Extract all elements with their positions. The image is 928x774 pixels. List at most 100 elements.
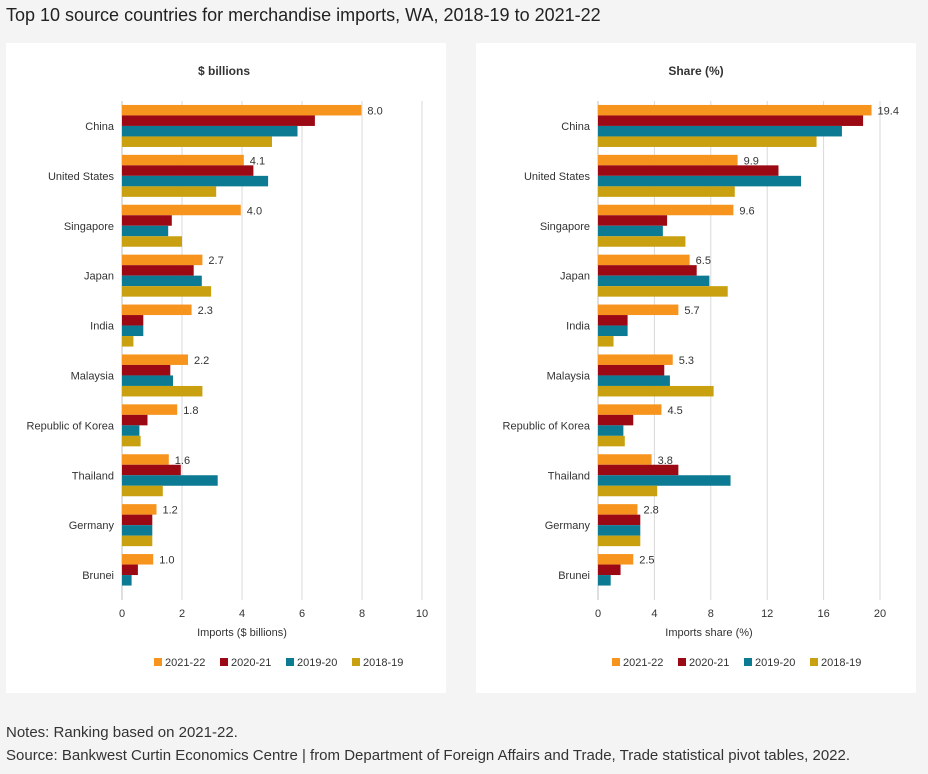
bar-2021-22 [598, 504, 638, 515]
bar-2020-21 [598, 414, 634, 426]
bar-2020-21 [122, 165, 254, 176]
data-label: 2.3 [198, 305, 213, 317]
bar-2020-21 [598, 115, 864, 126]
bar-2018-19 [122, 286, 212, 297]
bar-2021-22 [598, 554, 634, 565]
bar-2020-21 [598, 464, 679, 476]
legend-label: 2018-19 [363, 657, 403, 669]
x-tick-label: 8 [708, 608, 714, 620]
legend-label: 2019-20 [297, 657, 337, 669]
category-label: Brunei [558, 570, 590, 582]
bar-2020-21 [122, 514, 153, 526]
bar-2019-20 [122, 125, 298, 137]
bar-2019-20 [122, 425, 140, 436]
data-label: 1.8 [183, 405, 198, 417]
bar-2021-22 [122, 454, 169, 465]
bar-2019-20 [122, 575, 132, 586]
category-label: China [561, 121, 591, 133]
bar-2021-22 [122, 104, 362, 116]
data-label: 8.0 [367, 105, 382, 117]
bar-2019-20 [122, 275, 202, 287]
bar-2018-19 [122, 535, 153, 547]
category-label: Germany [69, 520, 115, 532]
category-label: Thailand [72, 470, 114, 482]
bar-2020-21 [598, 215, 668, 226]
category-label: Republic of Korea [503, 420, 591, 432]
bar-2021-22 [122, 204, 241, 216]
chart-share-svg: Share (%) 0 4 8 12 16 20 Imports share (%) China… [503, 64, 899, 669]
category-label: United States [48, 171, 115, 183]
bar-2020-21 [598, 315, 628, 326]
data-label: 5.3 [679, 355, 694, 367]
bar-2018-19 [598, 535, 641, 547]
category-label: Singapore [540, 221, 590, 233]
bar-2020-21 [598, 514, 641, 526]
category-label: Japan [84, 271, 114, 283]
bar-2019-20 [122, 375, 173, 386]
category-label: Malaysia [547, 370, 591, 382]
bar-2018-19 [122, 336, 134, 347]
bar-2018-19 [598, 286, 728, 297]
bar-2021-22 [598, 104, 872, 116]
legend-swatch [612, 658, 620, 666]
chart-panel-share: Share (%) 0 4 8 12 16 20 Imports share (%) China… [476, 43, 916, 693]
data-label: 4.0 [247, 205, 262, 217]
data-label: 9.6 [739, 205, 754, 217]
bar-2019-20 [598, 225, 663, 237]
data-label: 1.6 [175, 455, 190, 467]
notes-text: Notes: Ranking based on 2021-22. [6, 724, 238, 741]
data-label: 19.4 [878, 105, 899, 117]
bar-2018-19 [598, 236, 686, 247]
x-axis-label: Imports share (%) [665, 627, 752, 639]
category-label: India [566, 321, 591, 333]
legend-swatch [810, 658, 818, 666]
category-label: United States [524, 171, 591, 183]
bar-2020-21 [598, 564, 621, 576]
bar-2021-22 [598, 354, 673, 365]
category-label: Malaysia [71, 370, 115, 382]
bar-2019-20 [122, 525, 153, 536]
category-label: Germany [545, 520, 591, 532]
bar-2021-22 [122, 254, 203, 266]
bar-2019-20 [122, 175, 269, 187]
data-label: 3.8 [658, 455, 673, 467]
bar-2021-22 [122, 504, 157, 515]
data-label: 4.1 [250, 155, 265, 167]
bar-2020-21 [598, 364, 665, 376]
bar-2020-21 [122, 265, 194, 276]
bar-2019-20 [122, 475, 218, 486]
bar-2018-19 [122, 385, 203, 397]
bar-2018-19 [598, 336, 614, 347]
bar-2019-20 [598, 475, 731, 486]
bar-2020-21 [122, 215, 172, 226]
legend-label: 2020-21 [689, 657, 729, 669]
legend-swatch [286, 658, 294, 666]
data-label: 2.2 [194, 355, 209, 367]
bar-2021-22 [122, 154, 244, 166]
x-tick-label: 16 [817, 608, 829, 620]
legend-label: 2021-22 [623, 657, 663, 669]
bar-2021-22 [598, 404, 662, 415]
source-text: Source: Bankwest Curtin Economics Centre… [6, 747, 851, 764]
bar-2018-19 [122, 136, 272, 147]
bar-2019-20 [598, 375, 670, 386]
bar-2019-20 [598, 275, 710, 287]
bar-2020-21 [122, 414, 148, 426]
x-tick-label: 12 [761, 608, 773, 620]
data-label: 1.0 [159, 555, 174, 567]
bar-2019-20 [598, 125, 842, 137]
legend-label: 2021-22 [165, 657, 205, 669]
category-label: China [85, 121, 115, 133]
legend-swatch [220, 658, 228, 666]
legend-swatch [154, 658, 162, 666]
bar-2019-20 [598, 575, 611, 586]
bar-2021-22 [122, 404, 178, 415]
bar-2018-19 [122, 236, 182, 247]
data-label: 2.8 [643, 505, 658, 517]
bar-2020-21 [122, 564, 138, 576]
x-tick-label: 8 [359, 608, 365, 620]
bar-2018-19 [598, 385, 714, 397]
data-label: 2.5 [639, 555, 654, 567]
bar-2021-22 [598, 304, 679, 316]
figure-title: Top 10 source countries for merchandise … [6, 5, 601, 25]
